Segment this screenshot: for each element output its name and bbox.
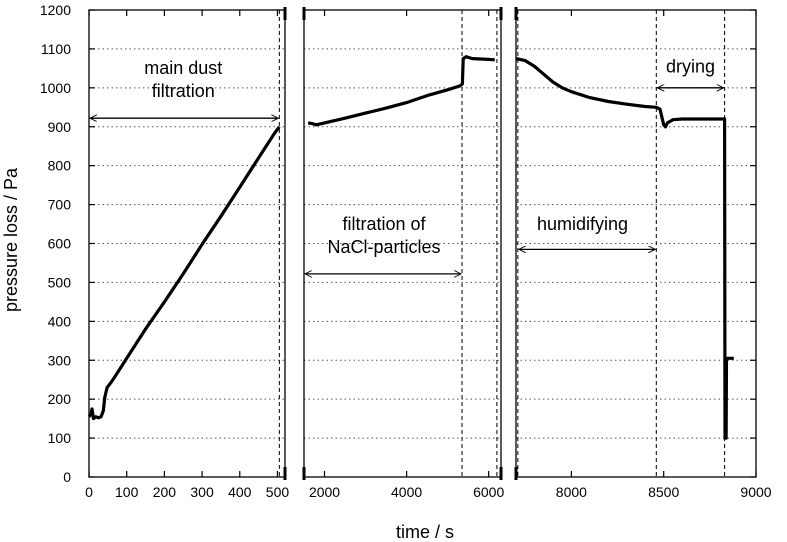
panel-1: 0 100 200 300 400 500 main dust filtration: [85, 7, 289, 500]
y-tick-label: 800: [48, 158, 72, 174]
x-tick-label: 0: [85, 484, 93, 500]
y-tick-label: 900: [48, 119, 72, 135]
panel-frame: [303, 9, 502, 478]
annotation-label: NaCl-particles: [328, 237, 441, 257]
annotation-label: drying: [666, 56, 715, 76]
y-tick-label: 1200: [40, 2, 71, 18]
x-tick-label: 300: [190, 484, 214, 500]
x-tick-label: 500: [266, 484, 290, 500]
x-tick-label: 2000: [309, 484, 340, 500]
y-tick-label: 700: [48, 197, 72, 213]
data-series-line: [307, 55, 495, 127]
annotation-label: main dust: [144, 58, 222, 78]
x-axis-title: time / s: [396, 522, 454, 542]
y-tick-label: 300: [48, 352, 72, 368]
y-tick-label: 600: [48, 236, 72, 252]
annotation-label: filtration of: [343, 214, 427, 234]
data-series-line: [87, 125, 281, 421]
x-tick-label: 9000: [740, 484, 771, 500]
annotation-label: humidifying: [537, 214, 628, 234]
x-tick-label: 8000: [556, 484, 587, 500]
y-tick-label: 1000: [40, 80, 71, 96]
x-tick-label: 8500: [648, 484, 679, 500]
y-tick-label: 500: [48, 274, 72, 290]
y-axis-title: pressure loss / Pa: [1, 167, 21, 312]
y-tick-label: 400: [48, 313, 72, 329]
annotation-label: filtration: [152, 81, 215, 101]
y-tick-label: 1100: [41, 41, 71, 57]
y-tick-label: 100: [48, 430, 72, 446]
x-tick-label: 400: [228, 484, 252, 500]
x-tick-label: 100: [115, 484, 139, 500]
y-tick-label: 0: [63, 469, 71, 485]
x-tick-label: 6000: [473, 484, 504, 500]
data-series-line: [515, 57, 734, 440]
x-tick-label: 200: [153, 484, 177, 500]
x-tick-label: 4000: [391, 484, 422, 500]
panel-3: 8000 8500 9000 humidifying drying: [514, 7, 772, 500]
panel-2: 2000 4000 6000 filtration of NaCl-particles: [302, 7, 504, 500]
y-tick-label: 200: [48, 391, 72, 407]
